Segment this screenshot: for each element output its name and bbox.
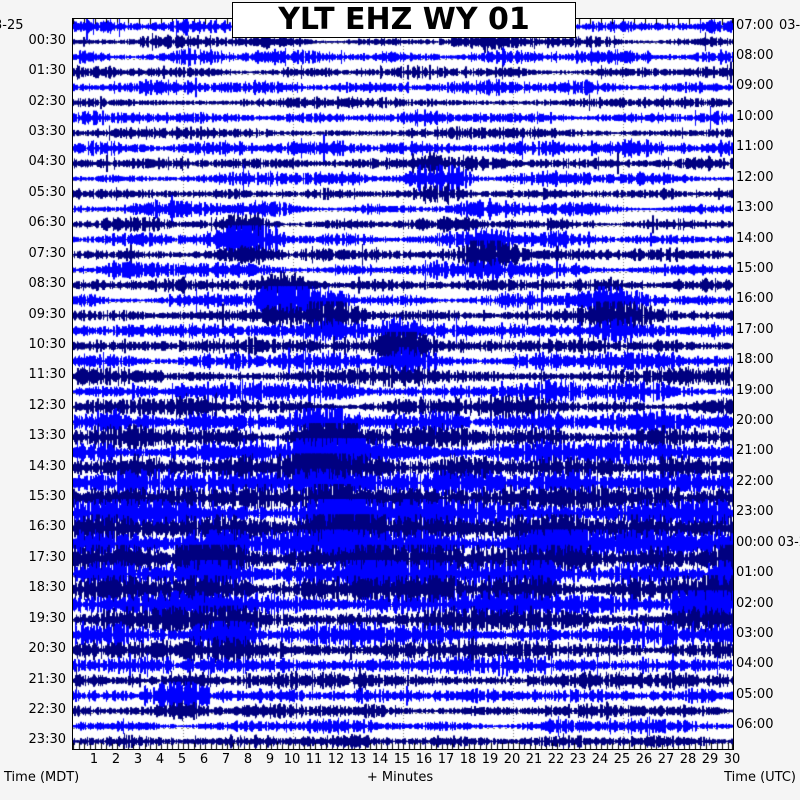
right-time-label: 10:00: [736, 108, 774, 124]
right-time-label: 03:00: [736, 625, 774, 641]
minute-tick-label: 17: [437, 752, 455, 767]
right-time-label: 21:00: [736, 443, 774, 459]
right-time-label: 09:00: [736, 78, 774, 94]
right-time-label: 19:00: [736, 382, 774, 398]
left-time-label: 03:30: [28, 124, 66, 140]
minute-tick-label: 27: [657, 752, 675, 767]
right-time-label: 07:00: [736, 17, 774, 33]
right-time-label: 23:00: [736, 504, 774, 520]
right-time-label: 01:00: [736, 565, 774, 581]
right-time-label: 20:00: [736, 413, 774, 429]
left-time-label: 06:30: [28, 215, 66, 231]
left-time-label: 10:30: [28, 336, 66, 352]
minute-tick-label: 19: [481, 752, 499, 767]
axis-caption-center: + Minutes: [366, 770, 434, 785]
minute-tick-label: 2: [111, 752, 121, 767]
axis-caption-right: Time (UTC): [724, 770, 796, 785]
minute-tick-label: 15: [393, 752, 411, 767]
minute-tick-label: 20: [503, 752, 521, 767]
right-time-label: 02:00: [736, 595, 774, 611]
minute-tick-label: 16: [415, 752, 433, 767]
right-time-label: 08:00: [736, 48, 774, 64]
right-time-label: 18:00: [736, 352, 774, 368]
minute-tick-label: 25: [613, 752, 631, 767]
axis-caption-left: Time (MDT): [4, 770, 80, 785]
right-time-label: 22:00: [736, 473, 774, 489]
minute-tick-label: 28: [679, 752, 697, 767]
left-time-label: 11:30: [28, 367, 66, 383]
helicorder-plot-area[interactable]: [72, 18, 734, 750]
minute-tick-label: 1: [89, 752, 99, 767]
minute-tick-label: 11: [305, 752, 323, 767]
left-time-label: 20:30: [28, 641, 66, 657]
minute-axis: 1 2 3 4 5 6 7 8 9 10 11 12 13 14 15 16 17 18 19 20 21 22 23 24 2…: [72, 752, 740, 770]
left-time-label: 23:30: [28, 732, 66, 748]
minute-tick-label: 14: [371, 752, 389, 767]
left-time-label: 21:30: [28, 671, 66, 687]
minute-tick-label: 10: [283, 752, 301, 767]
left-time-label: 13:30: [28, 428, 66, 444]
start-date-left: 3-25: [0, 18, 24, 33]
minute-tick-label: 12: [327, 752, 345, 767]
minute-tick-label: 5: [177, 752, 187, 767]
left-time-label: 08:30: [28, 276, 66, 292]
minute-tick-label: 9: [265, 752, 275, 767]
minute-tick-label: 6: [199, 752, 209, 767]
left-time-label: 22:30: [28, 701, 66, 717]
left-time-label: 17:30: [28, 549, 66, 565]
start-date-right: 03-2: [779, 18, 800, 33]
minute-tick-label: 4: [155, 752, 165, 767]
plot-title: YLT EHZ WY 01: [278, 2, 530, 37]
left-time-label: 09:30: [28, 306, 66, 322]
left-time-label: 01:30: [28, 63, 66, 79]
right-time-label: 05:00: [736, 686, 774, 702]
minute-tick-label: 7: [221, 752, 231, 767]
left-time-label: 05:30: [28, 184, 66, 200]
right-time-label: 14:00: [736, 230, 774, 246]
left-time-label: 12:30: [28, 397, 66, 413]
minute-tick-label: 30: [723, 752, 741, 767]
minute-tick-label: 24: [591, 752, 609, 767]
right-time-label: 12:00: [736, 169, 774, 185]
left-time-label: 19:30: [28, 610, 66, 626]
minute-tick-label: 23: [569, 752, 587, 767]
left-time-label: 16:30: [28, 519, 66, 535]
seismogram-traces: [73, 19, 733, 749]
right-time-label: 04:00: [736, 656, 774, 672]
minute-tick-label: 26: [635, 752, 653, 767]
left-time-label: 15:30: [28, 489, 66, 505]
right-time-label: 06:00: [736, 717, 774, 733]
minute-tick-label: 13: [349, 752, 367, 767]
plot-title-box: YLT EHZ WY 01: [232, 2, 576, 38]
minute-tick-label: 22: [547, 752, 565, 767]
left-time-label: 18:30: [28, 580, 66, 596]
right-time-label: 16:00: [736, 291, 774, 307]
right-time-label: 17:00: [736, 321, 774, 337]
left-time-label: 00:30: [28, 32, 66, 48]
left-time-label: 14:30: [28, 458, 66, 474]
minute-tick-label: 8: [243, 752, 253, 767]
minute-tick-label: 18: [459, 752, 477, 767]
minute-tick-label: 21: [525, 752, 543, 767]
left-time-label: 02:30: [28, 93, 66, 109]
left-time-label: 07:30: [28, 245, 66, 261]
right-time-label: 15:00: [736, 260, 774, 276]
right-time-label: 13:00: [736, 200, 774, 216]
minute-tick-label: 29: [701, 752, 719, 767]
minute-tick-label: 3: [133, 752, 143, 767]
left-time-label: 04:30: [28, 154, 66, 170]
right-time-label: 00:00 03-26: [736, 534, 800, 550]
right-time-label: 11:00: [736, 139, 774, 155]
